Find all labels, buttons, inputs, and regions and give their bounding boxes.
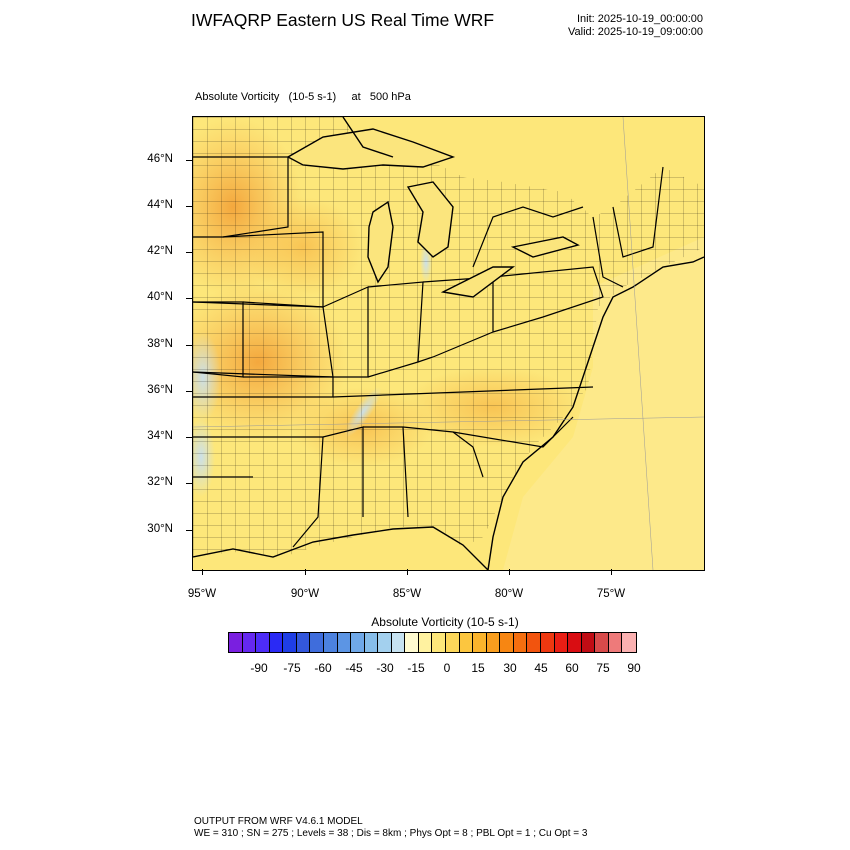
colorbar-swatch [391, 633, 406, 652]
init-time: Init: 2025-10-19_00:00:00 [577, 13, 703, 25]
lon-label: 90°W [290, 588, 320, 600]
colorbar-swatch [608, 633, 623, 652]
lon-label: 80°W [494, 588, 524, 600]
lat-label: 30°N [147, 523, 173, 535]
colorbar-swatch [378, 633, 392, 652]
lat-tick [186, 252, 192, 253]
colorbar-swatch [405, 633, 419, 652]
colorbar-label: 90 [627, 661, 641, 675]
colorbar-swatch [256, 633, 270, 652]
graticule [193, 117, 704, 570]
lat-label: 32°N [147, 476, 173, 488]
lat-tick [186, 530, 192, 531]
vorticity-map [193, 117, 704, 570]
colorbar-swatch [473, 633, 487, 652]
lat-tick [186, 345, 192, 346]
colorbar-swatch [242, 633, 257, 652]
colorbar-swatch [446, 633, 460, 652]
lake-erie [440, 266, 516, 298]
model-info: OUTPUT FROM WRF V4.6.1 MODEL WE = 310 ; … [194, 816, 587, 840]
lake-ontario [510, 236, 580, 258]
lon-tick [407, 569, 408, 575]
page-title: IWFAQRP Eastern US Real Time WRF [191, 10, 495, 30]
colorbar-label: -60 [314, 661, 332, 675]
colorbar-swatch [486, 633, 501, 652]
lon-tick [202, 569, 203, 575]
colorbar-label: -15 [407, 661, 425, 675]
colorbar-swatch [364, 633, 379, 652]
lat-tick [186, 298, 192, 299]
map-panel [192, 116, 705, 571]
lon-tick [509, 569, 510, 575]
lon-tick [611, 569, 612, 575]
colorbar-swatch [351, 633, 365, 652]
colorbar-swatch [527, 633, 541, 652]
colorbar-swatch [581, 633, 596, 652]
lat-label: 44°N [147, 199, 173, 211]
lake-huron [406, 181, 454, 258]
colorbar-label: 45 [534, 661, 548, 675]
lat-label: 46°N [147, 153, 173, 165]
coastline [193, 117, 704, 570]
colorbar-label: -45 [345, 661, 363, 675]
lon-label: 75°W [596, 588, 626, 600]
colorbar-swatch [296, 633, 311, 652]
lat-tick [186, 391, 192, 392]
lat-tick [186, 437, 192, 438]
colorbar-label: -30 [376, 661, 394, 675]
colorbar-label: -90 [250, 661, 268, 675]
colorbar-swatch [310, 633, 324, 652]
lat-label: 38°N [147, 338, 173, 350]
colorbar [228, 632, 637, 653]
colorbar-swatch [459, 633, 474, 652]
colorbar-label: 30 [503, 661, 517, 675]
colorbar-swatch [337, 633, 352, 652]
lat-label: 40°N [147, 291, 173, 303]
lat-tick [186, 483, 192, 484]
colorbar-swatch [513, 633, 528, 652]
colorbar-swatch [432, 633, 446, 652]
model-info-line2: WE = 310 ; SN = 275 ; Levels = 38 ; Dis … [194, 828, 588, 839]
lat-tick [186, 160, 192, 161]
colorbar-swatch [622, 633, 636, 652]
time-info: Init: 2025-10-19_00:00:00 Valid: 2025-10… [568, 13, 703, 39]
lat-label: 36°N [147, 384, 173, 396]
colorbar-label: -75 [283, 661, 301, 675]
colorbar-label: 75 [596, 661, 610, 675]
lon-label: 85°W [392, 588, 422, 600]
colorbar-swatch [418, 633, 433, 652]
colorbar-swatch [595, 633, 609, 652]
lat-label: 34°N [147, 430, 173, 442]
lake-michigan [367, 200, 394, 284]
colorbar-swatch [568, 633, 582, 652]
lon-label: 95°W [187, 588, 217, 600]
colorbar-swatch [283, 633, 297, 652]
colorbar-label: 60 [565, 661, 579, 675]
colorbar-swatch [540, 633, 555, 652]
lon-tick [305, 569, 306, 575]
county-grid [193, 117, 704, 557]
lat-tick [186, 206, 192, 207]
lat-label: 42°N [147, 245, 173, 257]
colorbar-swatch [229, 633, 243, 652]
model-info-line1: OUTPUT FROM WRF V4.6.1 MODEL [194, 816, 363, 827]
colorbar-title: Absolute Vorticity (10-5 s-1) [371, 615, 519, 629]
map-subtitle: Absolute Vorticity (10-5 s-1) at 500 hPa [195, 91, 411, 103]
valid-time: Valid: 2025-10-19_09:00:00 [568, 26, 703, 38]
colorbar-label: 0 [443, 661, 451, 675]
ocean-area [503, 237, 704, 570]
colorbar-swatch [554, 633, 569, 652]
colorbar-swatch [500, 633, 514, 652]
colorbar-label: 15 [471, 661, 485, 675]
colorbar-swatch [269, 633, 284, 652]
colorbar-swatch [323, 633, 338, 652]
